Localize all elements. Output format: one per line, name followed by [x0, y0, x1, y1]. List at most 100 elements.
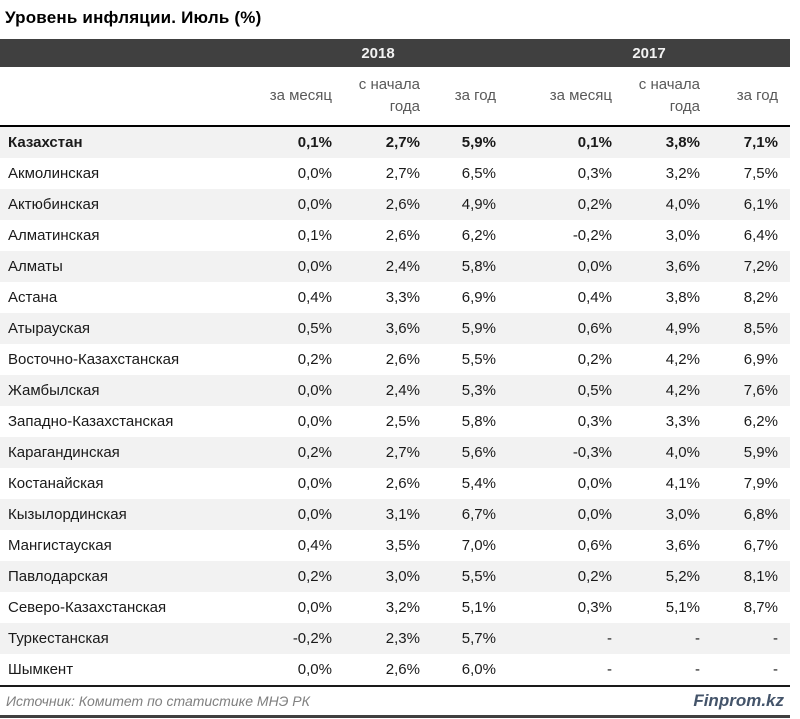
value-cell: 0,3% [508, 405, 624, 437]
value-cell: 3,8% [624, 281, 712, 313]
value-cell: 3,6% [624, 250, 712, 282]
value-cell: 0,0% [508, 467, 624, 499]
region-cell: Шымкент [0, 653, 248, 685]
value-cell: 3,0% [624, 219, 712, 251]
region-cell: Кызылординская [0, 498, 248, 530]
value-cell: 0,4% [248, 281, 344, 313]
source-text: Источник: Комитет по статистике МНЭ РК [6, 692, 310, 709]
table-row: Акмолинская 0,0% 2,7% 6,5% 0,3% 3,2% 7,5… [0, 157, 790, 189]
value-cell: 4,1% [624, 467, 712, 499]
value-cell: 5,8% [432, 250, 508, 282]
value-cell: 0,0% [248, 591, 344, 623]
value-cell: 7,9% [712, 467, 790, 499]
region-cell: Павлодарская [0, 560, 248, 592]
value-cell: 5,5% [432, 343, 508, 375]
value-cell: 3,8% [624, 125, 712, 158]
value-cell: 7,0% [432, 529, 508, 561]
value-cell: 7,2% [712, 250, 790, 282]
column-header-ytd-2017: с начала года [624, 67, 712, 127]
column-header-year-2018: за год [432, 67, 508, 127]
table-row: Костанайская 0,0% 2,6% 5,4% 0,0% 4,1% 7,… [0, 467, 790, 499]
value-cell: 4,0% [624, 188, 712, 220]
value-cell: 0,0% [248, 157, 344, 189]
value-cell: - [624, 653, 712, 685]
value-cell: 5,1% [624, 591, 712, 623]
value-cell: 3,1% [344, 498, 432, 530]
value-cell: 7,5% [712, 157, 790, 189]
region-cell: Атырауская [0, 312, 248, 344]
year-header-spacer [0, 39, 248, 67]
region-cell: Костанайская [0, 467, 248, 499]
value-cell: 3,0% [624, 498, 712, 530]
value-cell: 0,4% [508, 281, 624, 313]
table-row: Алматы 0,0% 2,4% 5,8% 0,0% 3,6% 7,2% [0, 250, 790, 282]
value-cell: 6,8% [712, 498, 790, 530]
table-row: Астана 0,4% 3,3% 6,9% 0,4% 3,8% 8,2% [0, 281, 790, 313]
value-cell: 0,3% [508, 157, 624, 189]
value-cell: 5,5% [432, 560, 508, 592]
value-cell: 3,2% [344, 591, 432, 623]
value-cell: 0,6% [508, 312, 624, 344]
region-cell: Астана [0, 281, 248, 313]
value-cell: 0,0% [248, 405, 344, 437]
table-row: Туркестанская -0,2% 2,3% 5,7% - - - [0, 622, 790, 654]
region-cell: Мангистауская [0, 529, 248, 561]
value-cell: 6,9% [712, 343, 790, 375]
table-row: Актюбинская 0,0% 2,6% 4,9% 0,2% 4,0% 6,1… [0, 188, 790, 220]
value-cell: 0,2% [508, 343, 624, 375]
value-cell: 0,0% [248, 250, 344, 282]
value-cell: 7,6% [712, 374, 790, 406]
region-cell: Актюбинская [0, 188, 248, 220]
region-cell: Туркестанская [0, 622, 248, 654]
region-cell: Алматы [0, 250, 248, 282]
value-cell: 2,3% [344, 622, 432, 654]
value-cell: 5,2% [624, 560, 712, 592]
region-cell: Алматинская [0, 219, 248, 251]
value-cell: 5,4% [432, 467, 508, 499]
value-cell: 0,0% [248, 653, 344, 685]
year-header-row: 2018 2017 [0, 39, 790, 67]
region-cell: Казахстан [0, 125, 248, 158]
value-cell: 5,3% [432, 374, 508, 406]
column-header-year-2017: за год [712, 67, 790, 127]
value-cell: 6,1% [712, 188, 790, 220]
year-header-2017: 2017 [508, 39, 790, 67]
value-cell: 5,1% [432, 591, 508, 623]
value-cell: 6,0% [432, 653, 508, 685]
region-cell: Жамбылская [0, 374, 248, 406]
value-cell: 8,1% [712, 560, 790, 592]
table-row: Карагандинская 0,2% 2,7% 5,6% -0,3% 4,0%… [0, 436, 790, 468]
value-cell: 0,1% [248, 219, 344, 251]
value-cell: 4,9% [432, 188, 508, 220]
value-cell: 0,2% [248, 560, 344, 592]
value-cell: 0,5% [508, 374, 624, 406]
table-row: Мангистауская 0,4% 3,5% 7,0% 0,6% 3,6% 6… [0, 529, 790, 561]
region-cell: Северо-Казахстанская [0, 591, 248, 623]
footer: Источник: Комитет по статистике МНЭ РК F… [0, 684, 790, 718]
column-header-ytd-2018: с начала года [344, 67, 432, 127]
table-row: Кызылординская 0,0% 3,1% 6,7% 0,0% 3,0% … [0, 498, 790, 530]
value-cell: 2,5% [344, 405, 432, 437]
value-cell: -0,2% [508, 219, 624, 251]
value-cell: 2,6% [344, 188, 432, 220]
value-cell: 2,7% [344, 125, 432, 158]
value-cell: 0,0% [508, 250, 624, 282]
value-cell: 6,2% [712, 405, 790, 437]
value-cell: 5,9% [432, 312, 508, 344]
value-cell: 8,5% [712, 312, 790, 344]
value-cell: 0,6% [508, 529, 624, 561]
table-body: Казахстан 0,1% 2,7% 5,9% 0,1% 3,8% 7,1% … [0, 125, 790, 685]
value-cell: 5,6% [432, 436, 508, 468]
value-cell: 0,4% [248, 529, 344, 561]
value-cell: 0,5% [248, 312, 344, 344]
value-cell: - [508, 653, 624, 685]
value-cell: 0,0% [248, 467, 344, 499]
value-cell: 4,9% [624, 312, 712, 344]
value-cell: 0,3% [508, 591, 624, 623]
value-cell: -0,3% [508, 436, 624, 468]
value-cell: 2,4% [344, 250, 432, 282]
value-cell: 0,0% [248, 498, 344, 530]
value-cell: 0,0% [248, 374, 344, 406]
table-row: Западно-Казахстанская 0,0% 2,5% 5,8% 0,3… [0, 405, 790, 437]
column-header-month-2017: за месяц [508, 67, 624, 127]
